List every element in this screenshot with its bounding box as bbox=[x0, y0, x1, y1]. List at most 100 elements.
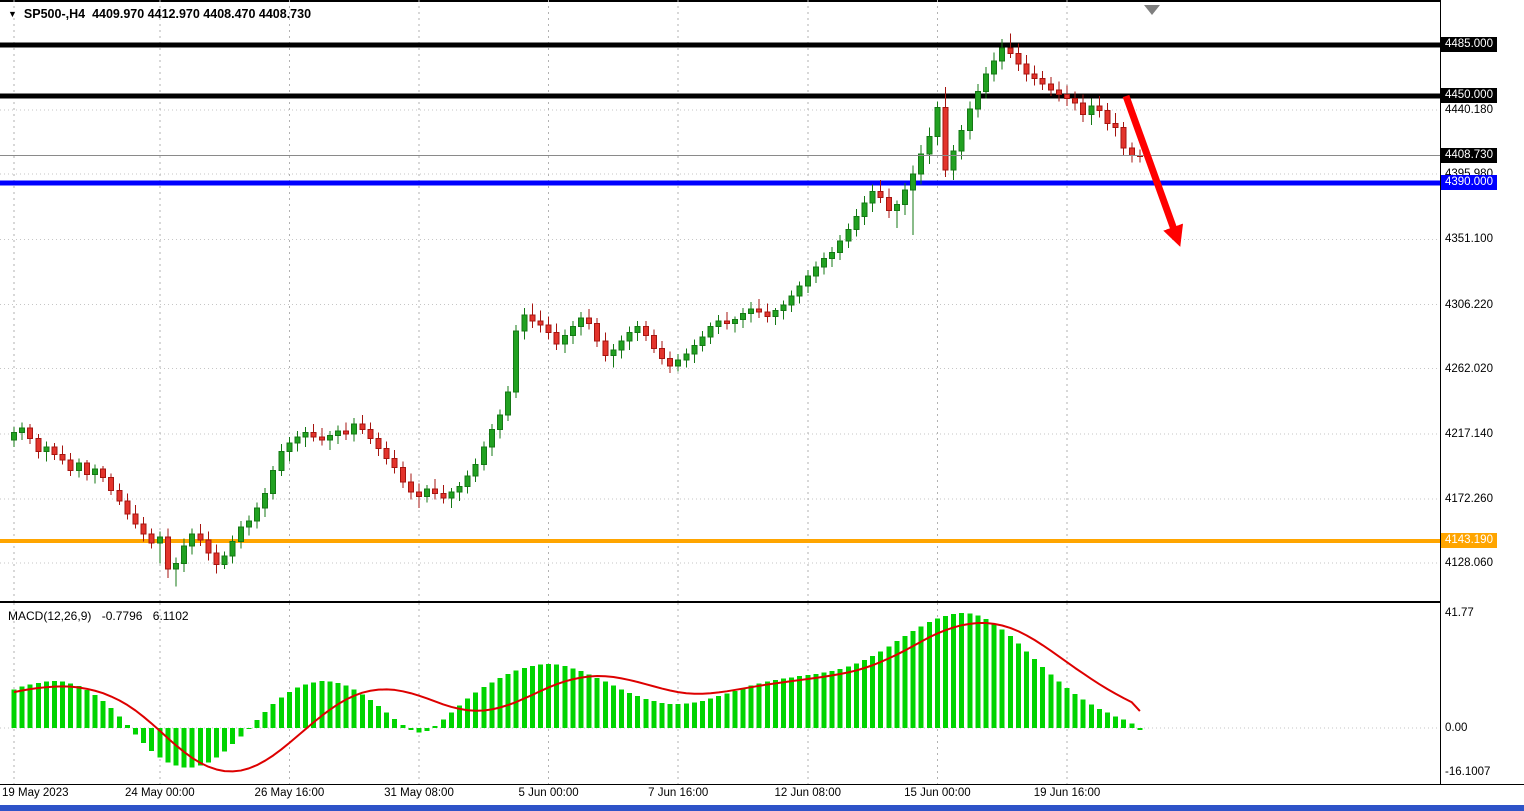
macd-histogram-bar bbox=[700, 700, 705, 728]
candle-body bbox=[715, 320, 722, 328]
macd-histogram-bar bbox=[303, 684, 309, 728]
candle-body bbox=[148, 533, 155, 544]
candle-body bbox=[934, 106, 941, 137]
candle-body bbox=[723, 320, 730, 325]
macd-histogram-bar bbox=[270, 704, 276, 728]
candle-body bbox=[796, 285, 803, 297]
macd-histogram-bar bbox=[76, 686, 82, 728]
macd-histogram-bar bbox=[149, 727, 155, 751]
macd-histogram-bar bbox=[1137, 727, 1143, 730]
candle-body bbox=[740, 313, 746, 320]
candle-body bbox=[974, 90, 981, 110]
candle-body bbox=[302, 432, 309, 438]
macd-histogram-bar bbox=[805, 675, 811, 728]
candle-body bbox=[610, 349, 617, 357]
candle-body bbox=[553, 331, 560, 345]
candle-body bbox=[634, 326, 641, 333]
macd-histogram-bar bbox=[286, 692, 292, 728]
macd-histogram-bar bbox=[1121, 719, 1127, 728]
candle-body bbox=[958, 130, 965, 152]
macd-histogram-bar bbox=[343, 685, 349, 728]
time-axis[interactable]: 19 May 2023 24 May 00:00 26 May 16:00 31 Ma… bbox=[0, 786, 1524, 805]
macd-histogram-bar bbox=[578, 671, 584, 728]
candle-body bbox=[399, 466, 406, 483]
macd-histogram-bar bbox=[35, 682, 41, 728]
candle-body bbox=[27, 427, 34, 439]
macd-histogram-bar bbox=[141, 727, 147, 744]
macd-histogram-bar bbox=[457, 705, 462, 728]
candle-body bbox=[675, 359, 682, 367]
macd-histogram-bar bbox=[570, 668, 576, 728]
main-price-pane[interactable] bbox=[0, 0, 1440, 601]
macd-histogram-bar bbox=[1040, 666, 1046, 728]
candle-body bbox=[602, 340, 609, 357]
macd-histogram-bar bbox=[295, 687, 300, 728]
candle-body bbox=[335, 430, 341, 437]
macd-histogram-bar bbox=[991, 623, 997, 728]
macd-histogram-bar bbox=[173, 727, 179, 766]
chart-shift-marker-icon[interactable] bbox=[1144, 5, 1160, 15]
macd-indicator-pane[interactable] bbox=[0, 603, 1440, 784]
candle-body bbox=[416, 491, 422, 497]
candle-body bbox=[497, 414, 503, 431]
macd-histogram-bar bbox=[19, 686, 25, 728]
macd-histogram-bar bbox=[959, 613, 965, 728]
price-level-badge: 4390.000 bbox=[1441, 174, 1497, 190]
macd-histogram-bar bbox=[894, 641, 900, 728]
candle-body bbox=[343, 430, 350, 435]
candle-body bbox=[1039, 77, 1046, 85]
macd-histogram-bar bbox=[853, 663, 859, 728]
macd-indicator-header: MACD(12,26,9) -0.7796 6.1102 bbox=[8, 609, 196, 623]
price-axis-label: 4351.100 bbox=[1445, 233, 1493, 246]
candle-body bbox=[391, 458, 398, 468]
candle-body bbox=[764, 311, 771, 317]
candle-body bbox=[205, 539, 212, 554]
macd-histogram-bar bbox=[554, 664, 560, 728]
candle-body bbox=[1112, 122, 1119, 129]
macd-indicator-label: MACD(12,26,9) bbox=[8, 609, 92, 623]
down-arrow-annotation[interactable] bbox=[1122, 94, 1184, 247]
candle-body bbox=[983, 73, 989, 92]
macd-histogram-bar bbox=[481, 687, 487, 728]
macd-histogram-bar bbox=[384, 712, 390, 728]
candle-body bbox=[448, 491, 455, 499]
macd-histogram-bar bbox=[716, 696, 722, 728]
candle-body bbox=[221, 555, 228, 566]
price-axis[interactable]: 4440.1804395.9804351.1004306.2204262.020… bbox=[1440, 0, 1524, 784]
macd-histogram-bar bbox=[934, 618, 940, 728]
candle-body bbox=[1023, 63, 1030, 75]
candle-body bbox=[1120, 127, 1127, 149]
macd-histogram-bar bbox=[1105, 712, 1110, 728]
candle-body bbox=[942, 106, 949, 171]
candle-body bbox=[100, 468, 107, 479]
macd-histogram-bar bbox=[189, 727, 195, 768]
macd-histogram-bar bbox=[837, 669, 843, 728]
symbol-timeframe-label: SP500-,H4 bbox=[23, 7, 86, 21]
macd-histogram-bar bbox=[1113, 716, 1119, 728]
symbol-dropdown-icon: ▼ bbox=[8, 9, 17, 19]
candle-body bbox=[326, 435, 333, 441]
candle-body bbox=[772, 310, 779, 317]
macd-histogram-bar bbox=[926, 622, 932, 728]
macd-histogram-bar bbox=[821, 672, 827, 728]
macd-histogram-bar bbox=[667, 703, 673, 728]
candle-body bbox=[132, 513, 139, 525]
candle-body bbox=[1031, 73, 1038, 79]
candle-body bbox=[407, 481, 414, 493]
macd-histogram-bar bbox=[813, 674, 819, 728]
macd-axis-label: 0.00 bbox=[1445, 721, 1468, 734]
macd-histogram-bar bbox=[165, 727, 171, 763]
candle-body bbox=[124, 500, 131, 515]
candle-body bbox=[918, 153, 925, 175]
candle-body bbox=[229, 540, 236, 557]
macd-histogram-bar bbox=[943, 615, 948, 728]
macd-histogram-bar bbox=[52, 681, 57, 728]
candle-body bbox=[75, 462, 82, 471]
pane-divider[interactable] bbox=[0, 601, 1524, 603]
time-axis-label: 31 May 08:00 bbox=[384, 787, 454, 799]
candle-body bbox=[456, 485, 463, 493]
candle-body bbox=[189, 533, 196, 547]
macd-histogram-bar bbox=[748, 685, 754, 728]
candle-body bbox=[756, 308, 763, 313]
candle-body bbox=[861, 202, 868, 217]
